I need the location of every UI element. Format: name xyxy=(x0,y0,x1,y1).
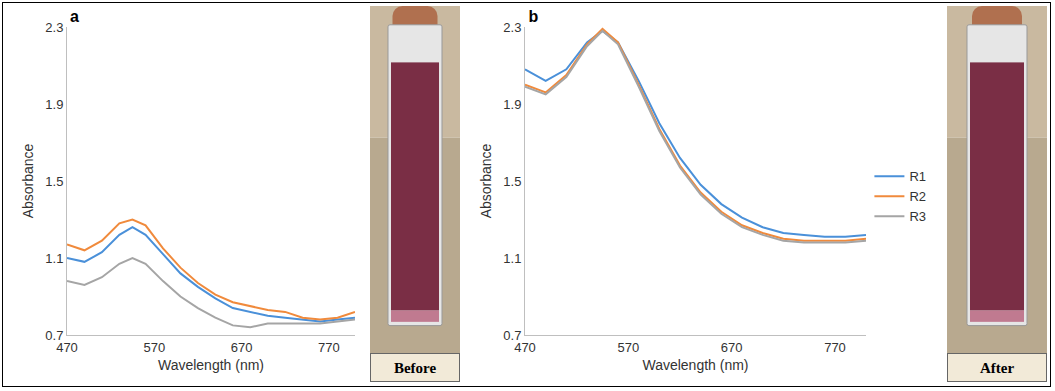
svg-text:770: 770 xyxy=(824,340,846,355)
svg-text:Before: Before xyxy=(394,360,437,376)
svg-text:0.7: 0.7 xyxy=(45,328,63,343)
svg-text:1.9: 1.9 xyxy=(503,97,521,112)
svg-text:Wavelength (nm): Wavelength (nm) xyxy=(642,357,748,373)
svg-text:After: After xyxy=(980,360,1014,376)
svg-text:2.3: 2.3 xyxy=(45,20,63,35)
svg-text:570: 570 xyxy=(617,340,639,355)
svg-text:670: 670 xyxy=(231,340,253,355)
svg-text:1.5: 1.5 xyxy=(503,174,521,189)
svg-text:470: 470 xyxy=(514,340,536,355)
svg-text:470: 470 xyxy=(56,340,78,355)
svg-text:R3: R3 xyxy=(909,209,926,224)
svg-text:R2: R2 xyxy=(909,189,926,204)
svg-text:670: 670 xyxy=(721,340,743,355)
svg-text:a: a xyxy=(70,8,79,25)
svg-text:Wavelength (nm): Wavelength (nm) xyxy=(158,357,264,373)
svg-text:Absorbance: Absorbance xyxy=(478,143,494,218)
svg-text:1.9: 1.9 xyxy=(45,97,63,112)
svg-text:R1: R1 xyxy=(909,169,926,184)
svg-text:0.7: 0.7 xyxy=(503,328,521,343)
svg-text:2.3: 2.3 xyxy=(503,20,521,35)
svg-text:1.5: 1.5 xyxy=(45,174,63,189)
svg-text:1.1: 1.1 xyxy=(45,251,63,266)
svg-text:770: 770 xyxy=(318,340,340,355)
svg-text:1.1: 1.1 xyxy=(503,251,521,266)
svg-text:Absorbance: Absorbance xyxy=(20,143,36,218)
svg-text:b: b xyxy=(528,8,538,25)
svg-text:570: 570 xyxy=(143,340,165,355)
